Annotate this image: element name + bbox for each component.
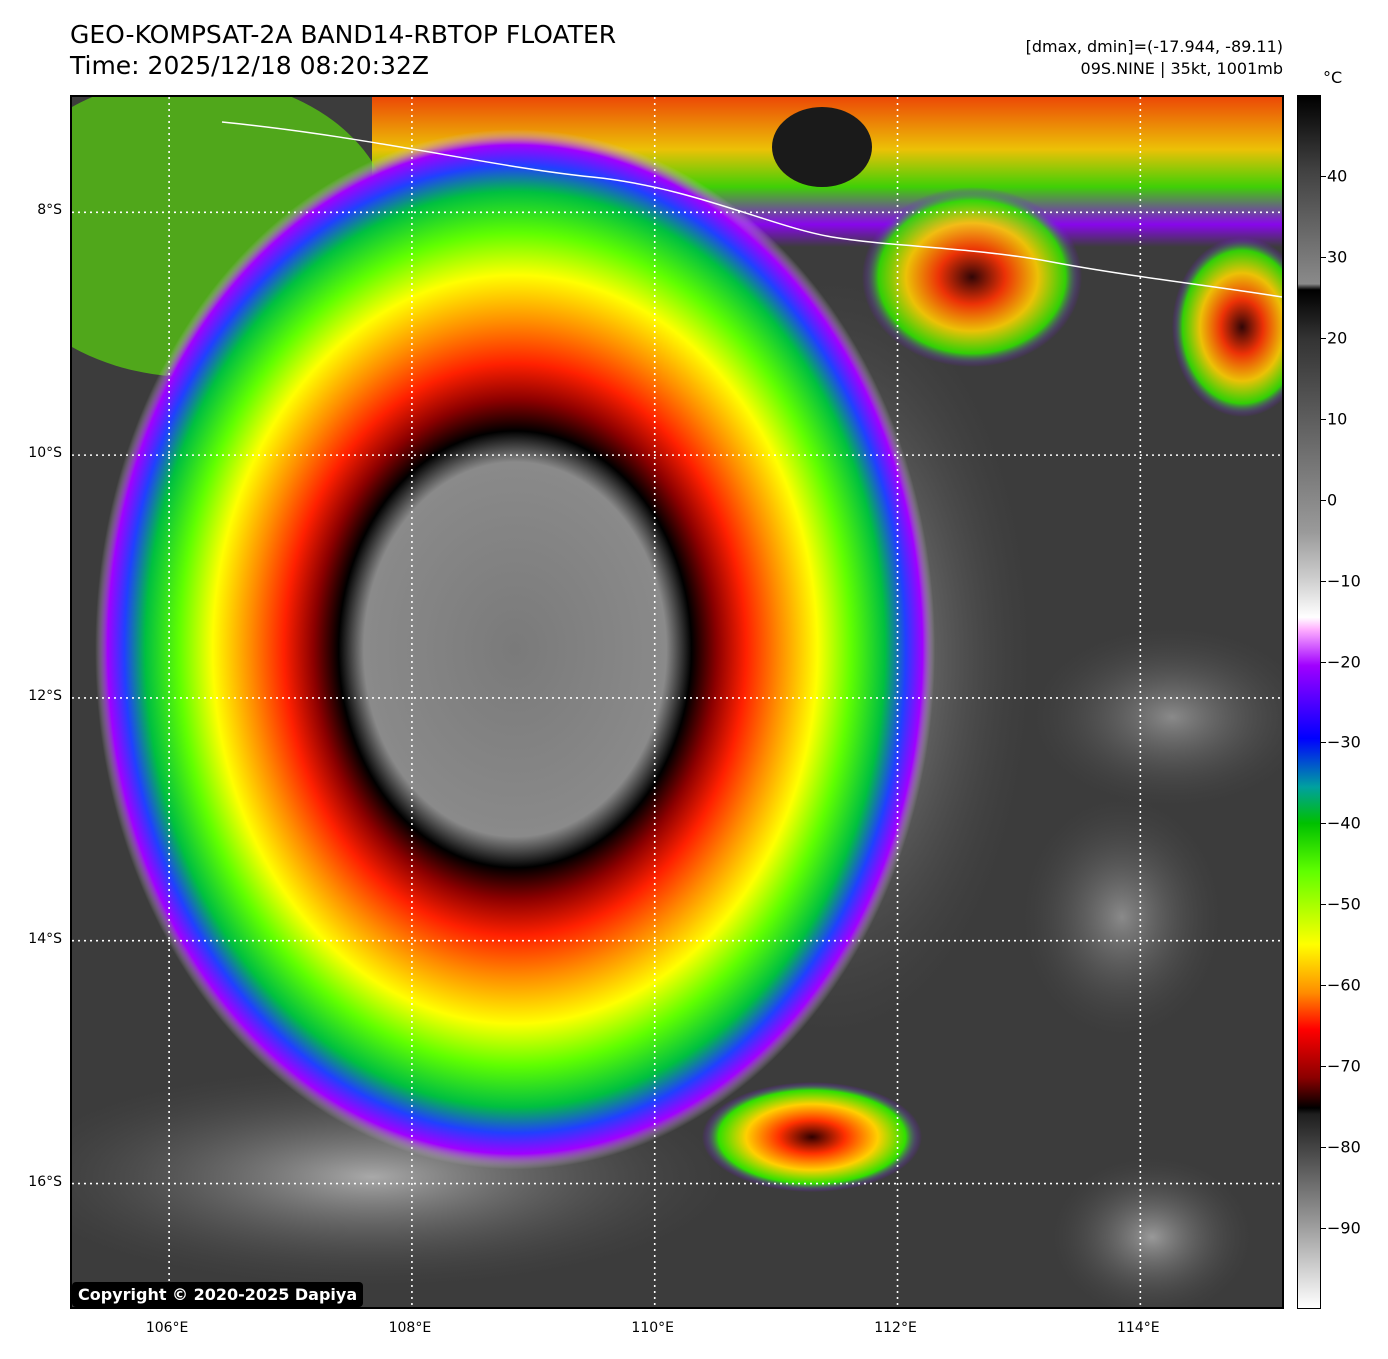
longitude-label: 108°E: [388, 1320, 432, 1336]
latitude-label: 16°S: [28, 1173, 62, 1190]
colorbar-tick-label: 40: [1327, 166, 1348, 186]
colorbar: [1297, 95, 1321, 1309]
colorbar-tick: [1321, 823, 1326, 825]
longitude-label: 106°E: [145, 1320, 189, 1336]
latitude-label: 12°S: [28, 687, 62, 704]
colorbar-tick: [1321, 499, 1326, 501]
colorbar-tick: [1321, 661, 1326, 663]
latitude-label: 14°S: [28, 930, 62, 947]
longitude-label: 112°E: [874, 1320, 917, 1336]
colorbar-tick: [1321, 985, 1326, 987]
longitude-label: 110°E: [631, 1320, 675, 1336]
colorbar-tick-label: 0: [1327, 490, 1338, 510]
colorbar-tick: [1321, 337, 1326, 339]
colorbar-tick-label: −10: [1327, 571, 1361, 591]
storm-info-text: 09S.NINE | 35kt, 1001mb: [1080, 59, 1283, 78]
colorbar-tick-label: 20: [1327, 328, 1348, 348]
colorbar-tick: [1321, 904, 1326, 906]
satellite-image: [72, 97, 1282, 1307]
colorbar-tick-label: −80: [1327, 1137, 1361, 1157]
dmax-dmin-text: [dmax, dmin]=(-17.944, -89.11): [1025, 37, 1283, 56]
copyright-badge: Copyright © 2020-2025 Dapiya: [72, 1282, 364, 1307]
colorbar-tick: [1321, 1228, 1326, 1230]
colorbar-tick: [1321, 1147, 1326, 1149]
colorbar-tick-label: −60: [1327, 975, 1361, 995]
colorbar-tick-label: 30: [1327, 247, 1348, 267]
colorbar-tick: [1321, 418, 1326, 420]
longitude-label: 114°E: [1117, 1320, 1160, 1336]
colorbar-tick-label: −70: [1327, 1056, 1361, 1076]
colorbar-tick: [1321, 175, 1326, 177]
satellite-map: Copyright © 2020-2025 Dapiya: [70, 95, 1284, 1309]
colorbar-tick-label: −90: [1327, 1218, 1361, 1238]
colorbar-unit: °C: [1323, 68, 1343, 87]
colorbar-tick-label: −30: [1327, 732, 1361, 752]
colorbar-tick-label: −50: [1327, 894, 1361, 914]
colorbar-tick-label: 10: [1327, 409, 1348, 429]
latitude-label: 8°S: [37, 202, 62, 219]
colorbar-tick: [1321, 580, 1326, 582]
colorbar-tick: [1321, 742, 1326, 744]
title-line-1: GEO-KOMPSAT-2A BAND14-RBTOP FLOATER: [70, 20, 617, 49]
colorbar-tick: [1321, 1066, 1326, 1068]
colorbar-tick-label: −20: [1327, 652, 1361, 672]
title-line-2: Time: 2025/12/18 08:20:32Z: [70, 51, 429, 80]
colorbar-tick-label: −40: [1327, 813, 1361, 833]
latitude-label: 10°S: [28, 445, 62, 462]
colorbar-tick: [1321, 256, 1326, 258]
